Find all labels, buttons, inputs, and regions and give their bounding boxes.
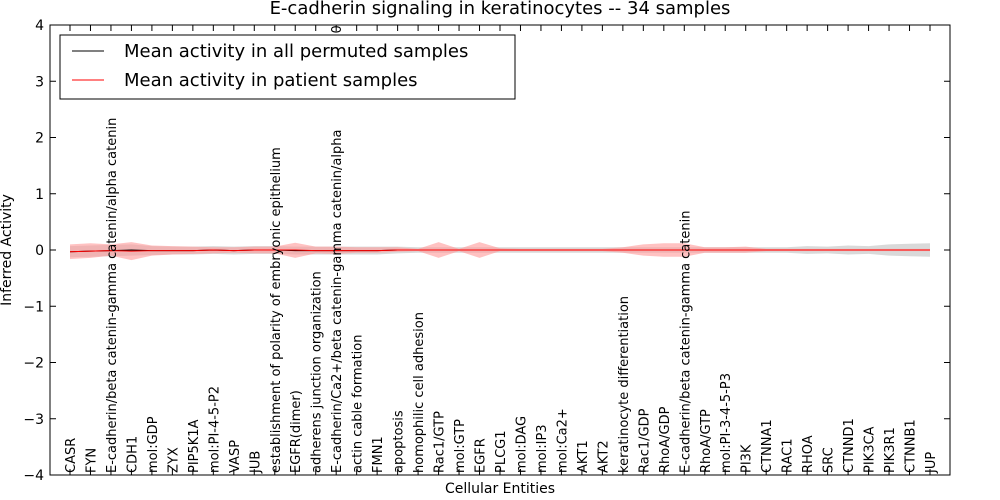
axes: −4 −3 −2 −1 0 1 2 3 4 [23,18,950,484]
x-tick-label: E-cadherin/beta catenin-gamma catenin/al… [105,118,120,473]
x-tick-label: FMN1 [371,436,386,473]
x-tick-label: mol:GDP [146,416,161,473]
x-tick-label: RhoA/GDP [658,406,673,473]
y-tick-label: −1 [23,299,44,315]
x-tick-label: actin cable formation [351,335,366,473]
x-tick-label: E-cadherin/Ca2+/beta catenin-gamma caten… [330,130,345,473]
y-tick-label: 3 [35,74,44,90]
x-tick-label: RhoA/GTP [699,409,714,473]
x-tick-label: PIK3CA [863,426,878,473]
x-tick-label: adherens junction organization [310,271,325,473]
x-tick-labels: CASR FYN E-cadherin/beta catenin-gamma cat… [64,25,939,474]
x-tick-label: establishment of polarity of embryonic e… [269,147,284,473]
legend-label-patient: Mean activity in patient samples [124,70,418,91]
x-tick-label: mol:IP3 [535,424,550,473]
y-axis-label: Inferred Activity [0,194,15,306]
x-tick-label: PLCG1 [494,430,509,473]
x-tick-label: mol:GTP [453,419,468,473]
y-tick-label: 2 [35,131,44,147]
y-tick-label: 0 [35,243,44,259]
x-tick-label: CDH1 [125,436,140,473]
y-tick-label: 4 [35,18,44,34]
x-tick-label: homophilic cell adhesion [412,312,427,473]
x-tick-label: mol:Ca2+ [555,408,570,473]
legend: Mean activity in all permuted samples Me… [59,34,516,100]
y-tick-label: 1 [35,187,44,203]
y-tick-label: −2 [23,356,44,372]
patient-mean-line [69,249,930,253]
x-tick-label: mol:PI-4-5-P2 [207,386,222,473]
x-tick-label: apoptosis [392,410,407,473]
x-tick-label: CASR [64,438,79,473]
x-tick-label: VASP [228,440,243,473]
x-tick-label: AKT1 [576,440,591,473]
x-tick-label: Rac1/GDP [637,408,652,473]
x-tick-label: EGFR(dimer) [289,390,304,473]
legend-label-permuted: Mean activity in all permuted samples [124,41,468,62]
x-tick-label: PIP5K1A [187,419,202,473]
x-tick-label: JUB [248,451,263,474]
patient-band [70,242,930,261]
x-tick-label: mol:PI-3-4-5-P3 [719,373,734,473]
x-tick-label: PIK3R1 [883,427,898,473]
x-tick-label: SRC [822,447,837,473]
y-tick-label: −4 [23,468,44,484]
x-tick-label: JUP [924,452,939,474]
x-tick-label: E-cadherin/beta catenin-gamma catenin [678,211,693,473]
x-tick-label: Rac1/GTP [433,411,448,473]
y-tick-label: −3 [23,412,44,428]
x-tick-label: AKT2 [596,440,611,473]
plot-area [69,242,930,261]
x-tick-label: RHOA [801,435,816,473]
x-tick-label: EGFR [474,438,489,473]
x-tick-label: keratinocyte differentiation [617,296,632,473]
x-tick-label: FYN [85,448,100,473]
x-tick-label: CTNND1 [842,418,857,473]
legend-box [59,34,516,100]
x-tick-label: ZYX [166,447,181,473]
x-tick-label: RAC1 [781,438,796,473]
x-tick-label: mol:DAG [515,416,530,473]
x-tick-label: CTNNB1 [904,419,919,473]
x-tick-label: PI3K [740,444,755,473]
x-axis-label: Cellular Entities [445,481,555,497]
chart-title: E-cadherin signaling in keratinocytes --… [270,0,731,19]
x-tick-label: CTNNA1 [760,419,775,473]
